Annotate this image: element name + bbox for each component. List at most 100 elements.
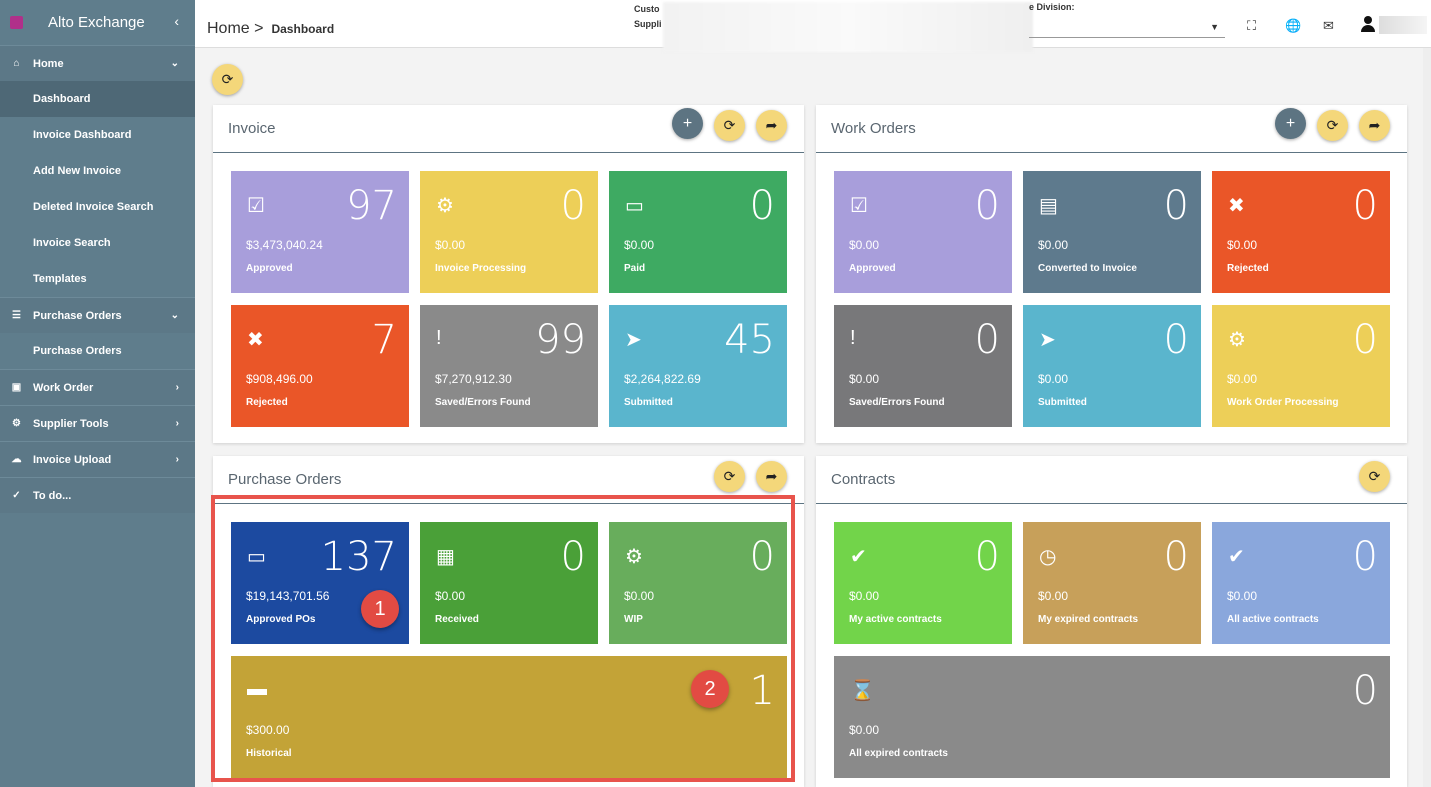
tile-submitted[interactable]: ➤ 0 $0.00 Submitted [1023, 305, 1201, 427]
tile-count: 0 [749, 183, 775, 229]
tile-amount: $3,473,040.24 [246, 238, 323, 252]
tile-count: 137 [320, 534, 397, 580]
sidebar-item-purchase-orders-group[interactable]: ☰ Purchase Orders ⌄ [0, 297, 195, 333]
purchase-orders-share-button[interactable]: ➦ [756, 461, 787, 492]
file-icon: ▤ [1039, 195, 1058, 217]
sidebar-item-supplier-tools[interactable]: ⚙ Supplier Tools › [0, 405, 195, 441]
logo-icon [10, 16, 23, 29]
tile-approved[interactable]: ☑ 97 $3,473,040.24 Approved [231, 171, 409, 293]
tile-label: All expired contracts [849, 748, 948, 759]
sidebar-item-invoice-dashboard[interactable]: Invoice Dashboard [0, 117, 195, 153]
division-label: e Division: [1029, 2, 1075, 12]
tile-amount: $0.00 [435, 238, 466, 252]
tile-label: My expired contracts [1038, 614, 1139, 625]
fullscreen-icon[interactable]: ⛶ [1247, 18, 1257, 33]
sidebar-item-invoice-search[interactable]: Invoice Search [0, 225, 195, 261]
work-orders-share-button[interactable]: ➦ [1359, 110, 1390, 141]
sidebar-item-label: Deleted Invoice Search [33, 201, 154, 213]
user-name-redacted[interactable] [1379, 16, 1427, 34]
work-orders-refresh-button[interactable]: ⟳ [1317, 110, 1348, 141]
tile-wip[interactable]: ⚙ 0 $0.00 WIP [609, 522, 787, 644]
tile-all-active-contracts[interactable]: ✔ 0 $0.00 All active contracts [1212, 522, 1390, 644]
work-orders-add-button[interactable]: + [1275, 108, 1306, 139]
tile-all-expired-contracts[interactable]: ⌛ 0 $0.00 All expired contracts [834, 656, 1390, 778]
tile-submitted[interactable]: ➤ 45 $2,264,822.69 Submitted [609, 305, 787, 427]
tile-received[interactable]: ▦ 0 $0.00 Received [420, 522, 598, 644]
tile-amount: $0.00 [849, 372, 880, 386]
page-scrollbar[interactable] [1423, 48, 1431, 787]
sidebar: Alto Exchange ‹ ⌂ Home ⌄ Dashboard Invoice… [0, 0, 195, 787]
tile-count: 0 [560, 534, 586, 580]
check-square-icon: ☑ [850, 195, 868, 217]
sidebar-item-purchase-orders[interactable]: Purchase Orders [0, 333, 195, 369]
invoice-refresh-button[interactable]: ⟳ [714, 110, 745, 141]
purchase-orders-refresh-button[interactable]: ⟳ [714, 461, 745, 492]
sidebar-item-home[interactable]: ⌂ Home ⌄ [0, 45, 195, 81]
breadcrumb-current: Dashboard [271, 22, 335, 36]
tile-invoice-processing[interactable]: ⚙ 0 $0.00 Invoice Processing [420, 171, 598, 293]
sidebar-item-deleted-invoice-search[interactable]: Deleted Invoice Search [0, 189, 195, 225]
invoice-share-button[interactable]: ➦ [756, 110, 787, 141]
collapse-sidebar-icon[interactable]: ‹ [174, 13, 179, 29]
user-avatar-icon[interactable] [1361, 16, 1375, 34]
sidebar-item-add-new-invoice[interactable]: Add New Invoice [0, 153, 195, 189]
purchase-orders-panel: Purchase Orders ⟳ ➦ ▭ 137 $19,143,701.56 Ap… [213, 456, 804, 787]
breadcrumb-home[interactable]: Home > [207, 20, 264, 37]
tile-my-active-contracts[interactable]: ✔ 0 $0.00 My active contracts [834, 522, 1012, 644]
tile-rejected[interactable]: ✖ 0 $0.00 Rejected [1212, 171, 1390, 293]
tile-amount: $0.00 [435, 589, 466, 603]
tile-approved[interactable]: ☑ 0 $0.00 Approved [834, 171, 1012, 293]
sidebar-item-templates[interactable]: Templates [0, 261, 195, 297]
paper-plane-icon: ➤ [625, 329, 642, 351]
tile-count: 0 [974, 317, 1000, 363]
tile-label: Converted to Invoice [1038, 263, 1137, 274]
tile-count: 0 [1163, 183, 1189, 229]
tile-label: Approved [849, 263, 896, 274]
annotation-marker-2: 2 [691, 670, 729, 708]
division-select[interactable]: ▼ [1029, 20, 1225, 38]
tile-amount: $0.00 [849, 723, 880, 737]
tile-label: Received [435, 614, 479, 625]
messages-icon[interactable]: ✉ [1323, 18, 1334, 33]
sidebar-item-todo[interactable]: ✓ To do... [0, 477, 195, 513]
tile-converted-to-invoice[interactable]: ▤ 0 $0.00 Converted to Invoice [1023, 171, 1201, 293]
tile-paid[interactable]: ▭ 0 $0.00 Paid [609, 171, 787, 293]
chevron-right-icon: › [175, 454, 179, 465]
tile-label: WIP [624, 614, 643, 625]
sidebar-item-work-order[interactable]: ▣ Work Order › [0, 369, 195, 405]
refresh-icon: ⟳ [723, 117, 736, 133]
tile-amount: $0.00 [1038, 372, 1069, 386]
tile-my-expired-contracts[interactable]: ◷ 0 $0.00 My expired contracts [1023, 522, 1201, 644]
tile-amount: $0.00 [1227, 372, 1258, 386]
gear-icon: ⚙ [12, 418, 21, 429]
id-card-icon: ▣ [11, 382, 22, 393]
tile-label: Work Order Processing [1227, 397, 1339, 408]
times-icon: ✖ [1228, 195, 1245, 217]
invoice-add-button[interactable]: + [672, 108, 703, 139]
tile-approved-pos[interactable]: ▭ 137 $19,143,701.56 Approved POs [231, 522, 409, 644]
tile-count: 1 [749, 668, 775, 714]
tile-label: Paid [624, 263, 646, 274]
tile-rejected[interactable]: ✖ 7 $908,496.00 Rejected [231, 305, 409, 427]
chevron-down-icon: ⌄ [170, 310, 179, 321]
app-logo[interactable]: Alto Exchange ‹ [0, 0, 195, 45]
tile-label: Rejected [1227, 263, 1269, 274]
globe-icon[interactable]: 🌐 [1285, 18, 1302, 33]
check-circle-icon: ✔ [1228, 546, 1245, 568]
refresh-icon: ⟳ [1326, 117, 1339, 133]
sidebar-item-invoice-upload[interactable]: ☁ Invoice Upload › [0, 441, 195, 477]
tile-label: Invoice Processing [435, 263, 527, 274]
check-icon: ✓ [12, 490, 21, 501]
hourglass-icon: ⌛ [850, 680, 875, 702]
sidebar-item-dashboard[interactable]: Dashboard [0, 81, 195, 117]
tile-label: Approved [246, 263, 293, 274]
tile-saved-errors-found[interactable]: ! 99 $7,270,912.30 Saved/Errors Found [420, 305, 598, 427]
refresh-all-button[interactable]: ⟳ [212, 64, 243, 95]
tile-label: Historical [246, 748, 292, 759]
tile-count: 45 [724, 317, 775, 363]
tile-saved-errors-found[interactable]: ! 0 $0.00 Saved/Errors Found [834, 305, 1012, 427]
checkmark-icon: ✔ [850, 546, 867, 568]
exclamation-icon: ! [436, 327, 442, 349]
contracts-refresh-button[interactable]: ⟳ [1359, 461, 1390, 492]
tile-work-order-processing[interactable]: ⚙ 0 $0.00 Work Order Processing [1212, 305, 1390, 427]
